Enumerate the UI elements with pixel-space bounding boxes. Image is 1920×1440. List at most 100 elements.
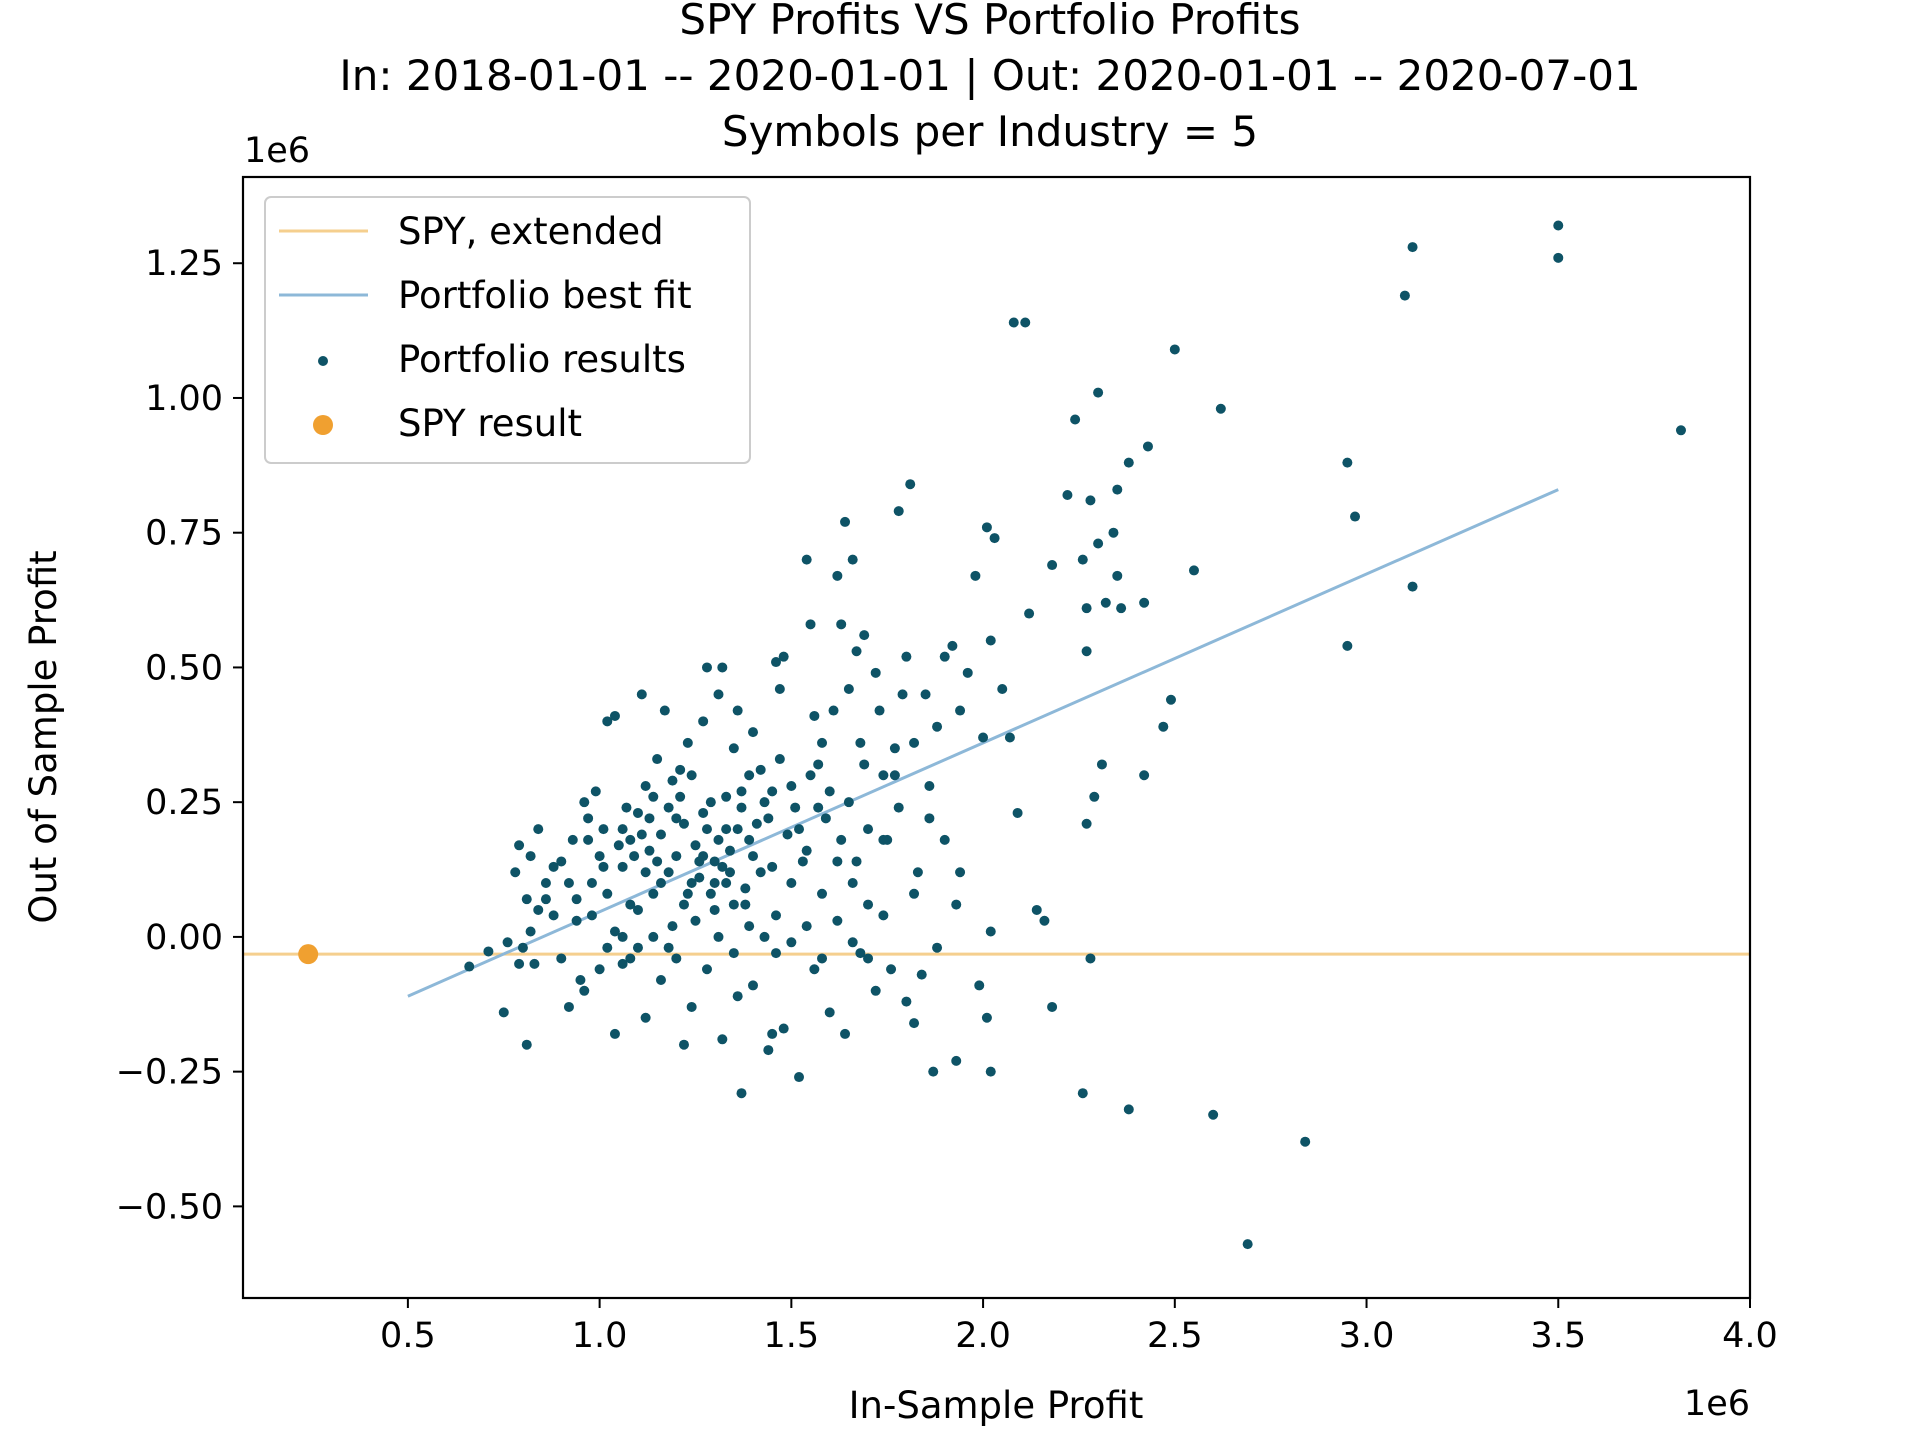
portfolio-result-point [797,856,808,867]
portfolio-result-point [540,894,551,905]
portfolio-result-point [836,834,847,845]
portfolio-result-point [732,824,743,835]
portfolio-result-point [717,662,728,673]
portfolio-result-point [859,759,870,770]
portfolio-result-point [843,683,854,694]
portfolio-result-point [721,791,732,802]
portfolio-result-point [1089,791,1100,802]
portfolio-result-point [686,770,697,781]
portfolio-result-point [790,802,801,813]
portfolio-result-point [955,867,966,878]
portfolio-result-point [774,683,785,694]
portfolio-result-point [713,834,724,845]
portfolio-result-point [621,802,632,813]
portfolio-result-point [832,570,843,581]
portfolio-result-point [962,667,973,678]
portfolio-result-point [575,975,586,986]
portfolio-result-point [1077,1088,1088,1099]
portfolio-best-fit-line [407,488,1559,998]
portfolio-result-point [690,840,701,851]
portfolio-result-point [1020,317,1031,328]
portfolio-result-point [517,942,528,953]
portfolio-result-point [1139,770,1150,781]
portfolio-result-point [502,937,513,948]
portfolio-result-point [763,813,774,824]
portfolio-result-point [567,834,578,845]
portfolio-result-point [625,834,636,845]
portfolio-result-point [602,942,613,953]
portfolio-result-point [698,716,709,727]
portfolio-result-point [1024,608,1035,619]
portfolio-result-point [617,824,628,835]
y-tick-label: −0.25 [116,1053,223,1093]
portfolio-result-point [644,813,655,824]
portfolio-result-point [728,948,739,959]
x-tick-label: 3.5 [1530,1316,1586,1356]
portfolio-result-point [1407,242,1418,253]
portfolio-result-point [1169,344,1180,355]
portfolio-result-point [824,1007,835,1018]
portfolio-result-point [824,786,835,797]
portfolio-result-point [997,683,1008,694]
portfolio-result-point [817,953,828,964]
portfolio-result-point [464,961,475,972]
portfolio-result-point [893,506,904,517]
portfolio-result-point [939,651,950,662]
legend: SPY, extended Portfolio best fit Portfol… [264,196,751,464]
portfolio-result-point [648,888,659,899]
portfolio-result-point [978,732,989,743]
portfolio-result-point [609,710,620,721]
portfolio-result-point [794,824,805,835]
portfolio-result-point [671,953,682,964]
portfolio-result-point [514,840,525,851]
portfolio-result-point [778,651,789,662]
portfolio-result-point [1100,597,1111,608]
portfolio-result-point [548,910,559,921]
portfolio-result-point [878,910,889,921]
portfolio-result-point [521,1039,532,1050]
portfolio-result-point [483,946,494,957]
portfolio-result-point [709,904,720,915]
portfolio-result-point [629,851,640,862]
portfolio-result-point [1112,570,1123,581]
portfolio-result-point [843,797,854,808]
portfolio-result-point [771,657,782,668]
portfolio-result-point [514,958,525,969]
portfolio-result-point [1096,759,1107,770]
portfolio-result-point [932,721,943,732]
portfolio-result-point [648,931,659,942]
portfolio-result-point [698,851,709,862]
portfolio-result-point [794,1072,805,1083]
portfolio-result-point [985,1066,996,1077]
portfolio-result-point [686,878,697,889]
y-offset-label: 1e6 [244,131,310,171]
portfolio-result-point [870,985,881,996]
portfolio-result-point [855,737,866,748]
y-tick-label: 0.75 [145,514,223,554]
portfolio-result-point [721,824,732,835]
x-tick-label: 1.0 [572,1316,628,1356]
portfolio-result-point [1081,646,1092,657]
portfolio-result-point [985,635,996,646]
x-offset-label: 1e6 [1684,1384,1750,1424]
x-tick-label: 2.5 [1147,1316,1203,1356]
portfolio-result-point [583,834,594,845]
portfolio-result-point [1242,1239,1253,1250]
legend-label-portfolio-results: Portfolio results [398,338,686,381]
portfolio-result-point [563,878,574,889]
portfolio-result-point [1062,489,1073,500]
portfolio-result-point [974,980,985,991]
legend-swatch-spy-result [313,415,333,435]
portfolio-result-point [1158,721,1169,732]
portfolio-result-point [602,716,613,727]
x-tick-label: 2.0 [955,1316,1011,1356]
portfolio-result-point [644,845,655,856]
portfolio-result-point [817,737,828,748]
portfolio-result-point [678,818,689,829]
portfolio-result-point [548,861,559,872]
portfolio-result-point [809,964,820,975]
y-axis-label: Out of Sample Profit [22,550,65,923]
portfolio-result-point [655,878,666,889]
portfolio-result-point [598,861,609,872]
